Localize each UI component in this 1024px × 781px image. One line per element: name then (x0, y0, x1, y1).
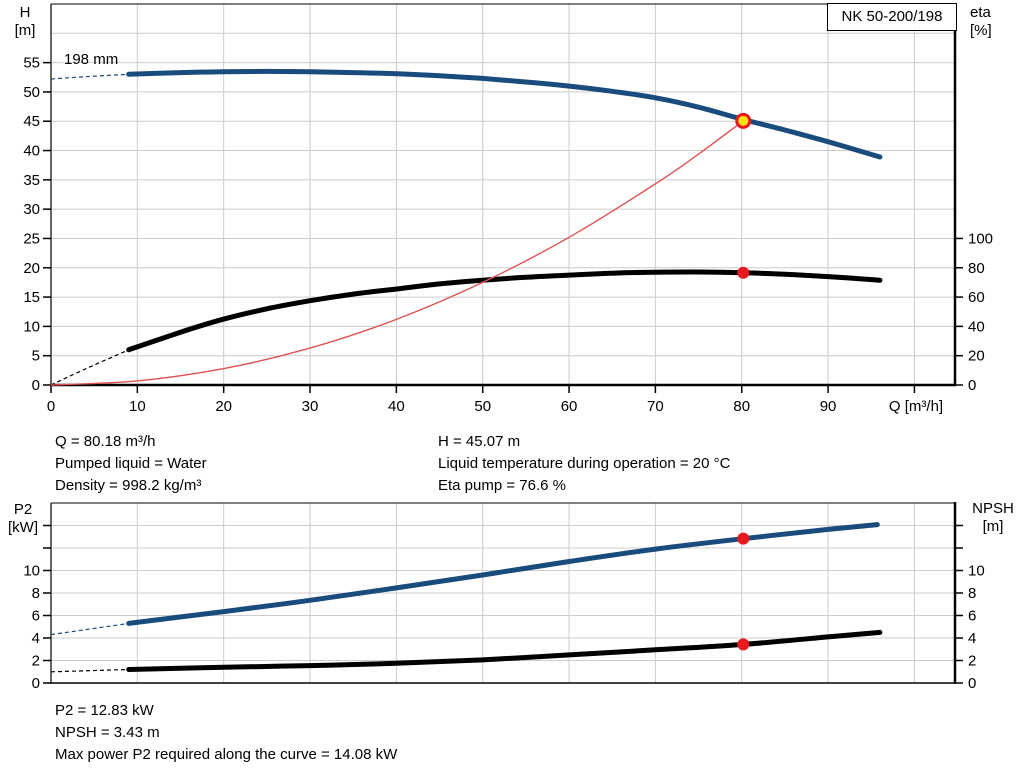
power-info: P2 = 12.83 kW NPSH = 3.43 m Max power P2… (55, 700, 397, 766)
right-tick-label: 8 (968, 585, 976, 602)
left-tick-label: 40 (23, 143, 40, 160)
duty-point-npsh (737, 638, 750, 651)
info-eta-pump: Eta pump = 76.6 % (438, 477, 566, 494)
x-axis-title: Q [m³/h] (888, 398, 944, 415)
left-tick-label: 15 (23, 289, 40, 306)
duty-point-eta (737, 266, 750, 279)
top-chart-right-axis-title: eta [%] (970, 4, 992, 39)
top-chart-left-axis-title: H [m] (14, 4, 36, 39)
right-tick-label: 80 (968, 260, 985, 277)
left-tick-label: 5 (32, 348, 40, 365)
head-curve-198mm-dashed (50, 73, 129, 80)
right-tick-label: 60 (968, 289, 985, 306)
left-tick-label: 0 (32, 377, 40, 394)
npsh-curve-dashed (50, 668, 129, 673)
system-curve (50, 120, 744, 386)
left-tick-label: 4 (32, 630, 40, 647)
left-tick-label: 10 (23, 318, 40, 335)
info-pumped-liquid: Pumped liquid = Water (55, 455, 207, 472)
right-tick-label: 2 (968, 653, 976, 670)
left-tick-label: 25 (23, 230, 40, 247)
left-tick-label: 50 (23, 84, 40, 101)
x-tick-label: 10 (129, 398, 146, 415)
left-tick-label: 30 (23, 201, 40, 218)
right-tick-label: 0 (968, 675, 976, 692)
x-tick-label: 60 (561, 398, 578, 415)
x-tick-label: 90 (820, 398, 837, 415)
x-tick-label: 40 (388, 398, 405, 415)
left-tick-label: 10 (23, 563, 40, 580)
duty-info-right: H = 45.07 m Liquid temperature during op… (438, 431, 730, 497)
right-tick-label: 40 (968, 318, 985, 335)
x-tick-label: 80 (733, 398, 750, 415)
info-flow: Q = 80.18 m³/h (55, 433, 156, 450)
left-tick-label: 20 (23, 260, 40, 277)
left-tick-label: 35 (23, 172, 40, 189)
info-npsh: NPSH = 3.43 m (55, 724, 160, 741)
x-tick-label: 70 (647, 398, 664, 415)
right-tick-label: 10 (968, 563, 985, 580)
info-p2: P2 = 12.83 kW (55, 702, 154, 719)
left-tick-label: 6 (32, 608, 40, 625)
right-tick-label: 0 (968, 377, 976, 394)
x-tick-label: 50 (474, 398, 491, 415)
info-max-power: Max power P2 required along the curve = … (55, 746, 398, 763)
efficiency-curve-dashed (50, 349, 129, 386)
bottom-chart-left-axis-title: P2 [kW] (8, 501, 38, 536)
x-tick-label: 30 (302, 398, 319, 415)
duty-info-left: Q = 80.18 m³/h Pumped liquid = Water Den… (55, 431, 207, 497)
right-tick-label: 6 (968, 608, 976, 625)
left-tick-label: 55 (23, 55, 40, 72)
impeller-diameter-label: 198 mm (64, 51, 119, 68)
left-tick-label: 2 (32, 653, 40, 670)
duty-point-head (735, 112, 752, 129)
pump-type-box: NK 50-200/198 (827, 3, 957, 31)
right-tick-label: 4 (968, 630, 976, 647)
left-tick-label: 0 (32, 675, 40, 692)
left-tick-label: 8 (32, 585, 40, 602)
p2-power-curve-dashed (50, 622, 129, 636)
right-tick-label: 100 (968, 230, 993, 247)
duty-point-p2 (737, 532, 750, 545)
p2-power-curve (126, 522, 880, 626)
head-curve-198mm (126, 68, 883, 160)
info-liquid-temperature: Liquid temperature during operation = 20… (438, 455, 731, 472)
x-tick-label: 20 (215, 398, 232, 415)
info-head: H = 45.07 m (438, 433, 521, 450)
npsh-curve (126, 629, 883, 672)
right-tick-label: 20 (968, 348, 985, 365)
x-tick-label: 0 (47, 398, 55, 415)
left-tick-label: 45 (23, 113, 40, 130)
efficiency-curve (126, 269, 883, 353)
bottom-chart-right-axis-title: NPSH [m] (972, 500, 1014, 535)
info-density: Density = 998.2 kg/m³ (55, 477, 202, 494)
